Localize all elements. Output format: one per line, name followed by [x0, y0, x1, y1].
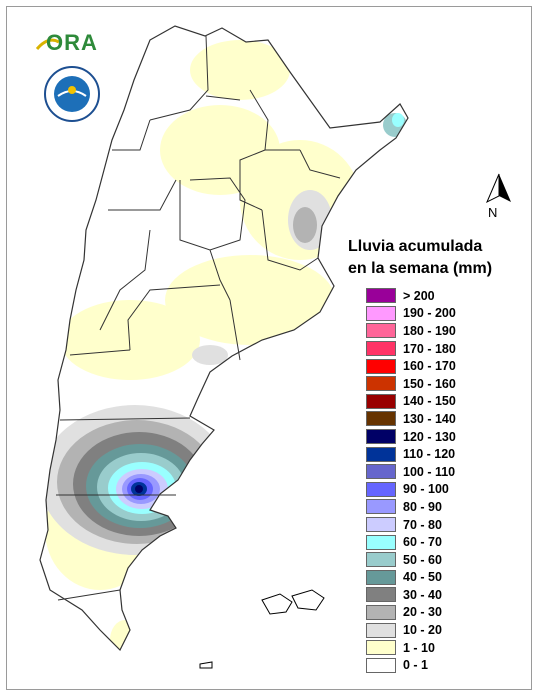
logo-swoosh-icon: [36, 38, 60, 50]
legend-label: 0 - 1: [403, 658, 429, 673]
legend-row: 110 - 120: [366, 445, 456, 463]
legend-swatch: [366, 288, 396, 304]
legend-row: 30 - 40: [366, 586, 456, 604]
legend-row: 80 - 90: [366, 498, 456, 516]
legend-row: 180 - 190: [366, 322, 456, 340]
legend-label: 70 - 80: [403, 517, 442, 532]
smn-seal-icon: [44, 66, 100, 122]
legend-label: 1 - 10: [403, 640, 435, 655]
legend-row: 70 - 80: [366, 516, 456, 534]
legend-row: 150 - 160: [366, 375, 456, 393]
legend-swatch: [366, 341, 396, 357]
ora-logo: ORA: [36, 30, 106, 58]
legend-label: 150 - 160: [403, 376, 456, 391]
legend-label: 50 - 60: [403, 552, 442, 567]
legend-swatch: [366, 657, 396, 673]
legend-swatch: [366, 587, 396, 603]
legend-swatch: [366, 305, 396, 321]
legend-label: 90 - 100: [403, 482, 449, 497]
legend-swatch: [366, 358, 396, 374]
legend-swatch: [366, 429, 396, 445]
legend-label: 80 - 90: [403, 499, 442, 514]
legend-row: 20 - 30: [366, 604, 456, 622]
legend-label: 10 - 20: [403, 623, 442, 638]
legend-label: 160 - 170: [403, 359, 456, 374]
legend-swatch: [366, 517, 396, 533]
legend-label: 20 - 30: [403, 605, 442, 620]
legend-row: 1 - 10: [366, 639, 456, 657]
legend-swatch: [366, 640, 396, 656]
legend-row: 90 - 100: [366, 481, 456, 499]
malvinas-islands: [199, 589, 325, 669]
legend-label: 180 - 190: [403, 323, 456, 338]
legend-title: Lluvia acumulada en la semana (mm): [348, 238, 493, 277]
legend-swatch: [366, 534, 396, 550]
logo-text: ORA: [46, 30, 98, 55]
legend-row: 100 - 110: [366, 463, 456, 481]
legend-row: 40 - 50: [366, 569, 456, 587]
legend-label: 140 - 150: [403, 394, 456, 409]
legend-row: 50 - 60: [366, 551, 456, 569]
legend-swatch: [366, 569, 396, 585]
legend-swatch: [366, 393, 396, 409]
legend-row: 190 - 200: [366, 305, 456, 323]
legend-label: 30 - 40: [403, 587, 442, 602]
north-label: N: [488, 205, 498, 220]
legend-swatch: [366, 376, 396, 392]
legend-swatch: [366, 499, 396, 515]
north-arrow-icon: [486, 173, 511, 204]
legend-row: 10 - 20: [366, 621, 456, 639]
legend-swatch: [366, 622, 396, 638]
legend-row: 160 - 170: [366, 357, 456, 375]
legend-swatch: [366, 604, 396, 620]
legend-swatch: [366, 446, 396, 462]
legend-label: 60 - 70: [403, 535, 442, 550]
legend-label: 130 - 140: [403, 411, 456, 426]
legend-label: > 200: [403, 288, 435, 303]
legend-row: 0 - 1: [366, 656, 456, 674]
legend-label: 100 - 110: [403, 464, 456, 479]
legend-row: 140 - 150: [366, 393, 456, 411]
legend-row: 170 - 180: [366, 340, 456, 358]
legend-row: 130 - 140: [366, 410, 456, 428]
legend-swatch: [366, 481, 396, 497]
legend-swatch: [366, 411, 396, 427]
legend-swatch: [366, 323, 396, 339]
legend-label: 110 - 120: [403, 447, 456, 462]
legend-label: 40 - 50: [403, 570, 442, 585]
legend-swatch: [366, 464, 396, 480]
legend-row: 120 - 130: [366, 428, 456, 446]
legend-label: 120 - 130: [403, 429, 456, 444]
legend-row: 60 - 70: [366, 533, 456, 551]
legend-swatch: [366, 552, 396, 568]
legend-label: 190 - 200: [403, 306, 456, 321]
legend: > 200 190 - 200 180 - 190 170 - 180 160 - 17…: [366, 287, 456, 674]
legend-label: 170 - 180: [403, 341, 456, 356]
legend-row: > 200: [366, 287, 456, 305]
province-boundaries: [39, 25, 409, 652]
